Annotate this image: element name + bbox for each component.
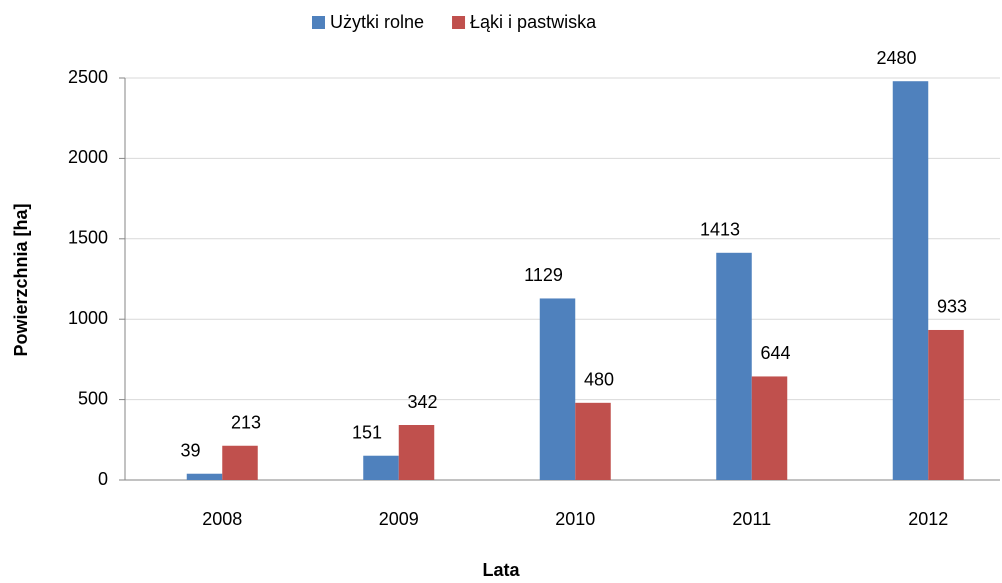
x-axis-label: Lata [482,560,520,580]
data-label: 151 [352,422,382,442]
bar [928,329,964,480]
legend-swatch [312,16,325,29]
x-tick-label: 2011 [732,509,771,529]
y-tick-label: 1500 [68,228,108,248]
y-tick-label: 500 [78,388,108,408]
x-tick-label: 2009 [379,509,419,529]
y-tick-label: 2000 [68,147,108,167]
legend-label: Łąki i pastwiska [470,12,597,32]
bar [363,455,399,480]
legend-label: Użytki rolne [330,12,424,32]
data-label: 2480 [876,48,916,68]
y-tick-label: 1000 [68,308,108,328]
data-label: 39 [180,440,200,460]
data-label: 644 [760,343,790,363]
bar [398,425,435,480]
bar [575,402,611,480]
y-tick-label: 0 [98,469,108,489]
x-tick-label: 2012 [908,509,948,529]
data-label: 213 [231,412,261,432]
y-axis-label: Powierzchnia [ha] [11,203,31,356]
y-tick-label: 2500 [68,67,108,87]
bar [892,81,929,480]
data-label: 933 [937,297,967,317]
bar [186,473,223,480]
legend-swatch [452,16,466,29]
data-label: 342 [407,392,437,412]
bar [751,376,788,480]
bar [222,445,258,480]
data-label: 1413 [700,220,740,240]
data-label: 480 [584,370,614,390]
data-label: 1129 [524,265,563,285]
bar [716,252,752,480]
bar [539,298,576,480]
x-tick-label: 2010 [555,509,595,529]
x-tick-label: 2008 [202,509,242,529]
